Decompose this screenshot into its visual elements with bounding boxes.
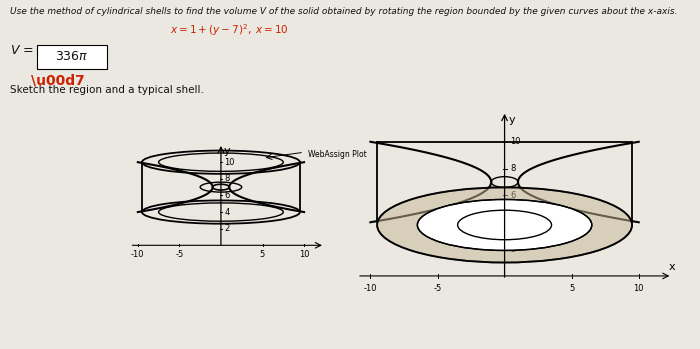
Text: 8: 8 [510, 164, 515, 173]
Text: 4: 4 [510, 218, 515, 227]
Text: 4: 4 [224, 208, 230, 217]
Text: $336\pi$: $336\pi$ [55, 51, 89, 64]
Text: 8: 8 [224, 174, 230, 183]
Text: 10: 10 [224, 158, 234, 167]
Text: 10: 10 [634, 284, 644, 293]
Text: 5: 5 [569, 284, 574, 293]
Text: 6: 6 [510, 191, 515, 200]
Text: 2: 2 [224, 224, 230, 233]
Text: $V$ =: $V$ = [10, 44, 34, 57]
Text: -10: -10 [131, 250, 145, 259]
Text: 2: 2 [510, 245, 515, 254]
FancyBboxPatch shape [37, 45, 107, 69]
Text: 5: 5 [260, 250, 265, 259]
Ellipse shape [417, 200, 592, 251]
Text: -10: -10 [364, 284, 377, 293]
Text: \u00d7: \u00d7 [31, 74, 85, 88]
Text: WebAssign Plot: WebAssign Plot [308, 150, 367, 159]
Text: 10: 10 [510, 137, 521, 146]
Text: x: x [668, 262, 675, 272]
Text: Sketch the region and a typical shell.: Sketch the region and a typical shell. [10, 85, 204, 95]
Text: 10: 10 [299, 250, 309, 259]
Text: $x = 1 + (y - 7)^2, \; x = 10$: $x = 1 + (y - 7)^2, \; x = 10$ [170, 22, 288, 38]
Text: 6: 6 [224, 191, 230, 200]
Text: y: y [223, 146, 230, 156]
Ellipse shape [377, 187, 632, 262]
Text: -5: -5 [175, 250, 183, 259]
Text: y: y [509, 115, 515, 125]
Text: -5: -5 [433, 284, 442, 293]
Text: Use the method of cylindrical shells to find the volume V of the solid obtained : Use the method of cylindrical shells to … [10, 7, 678, 16]
